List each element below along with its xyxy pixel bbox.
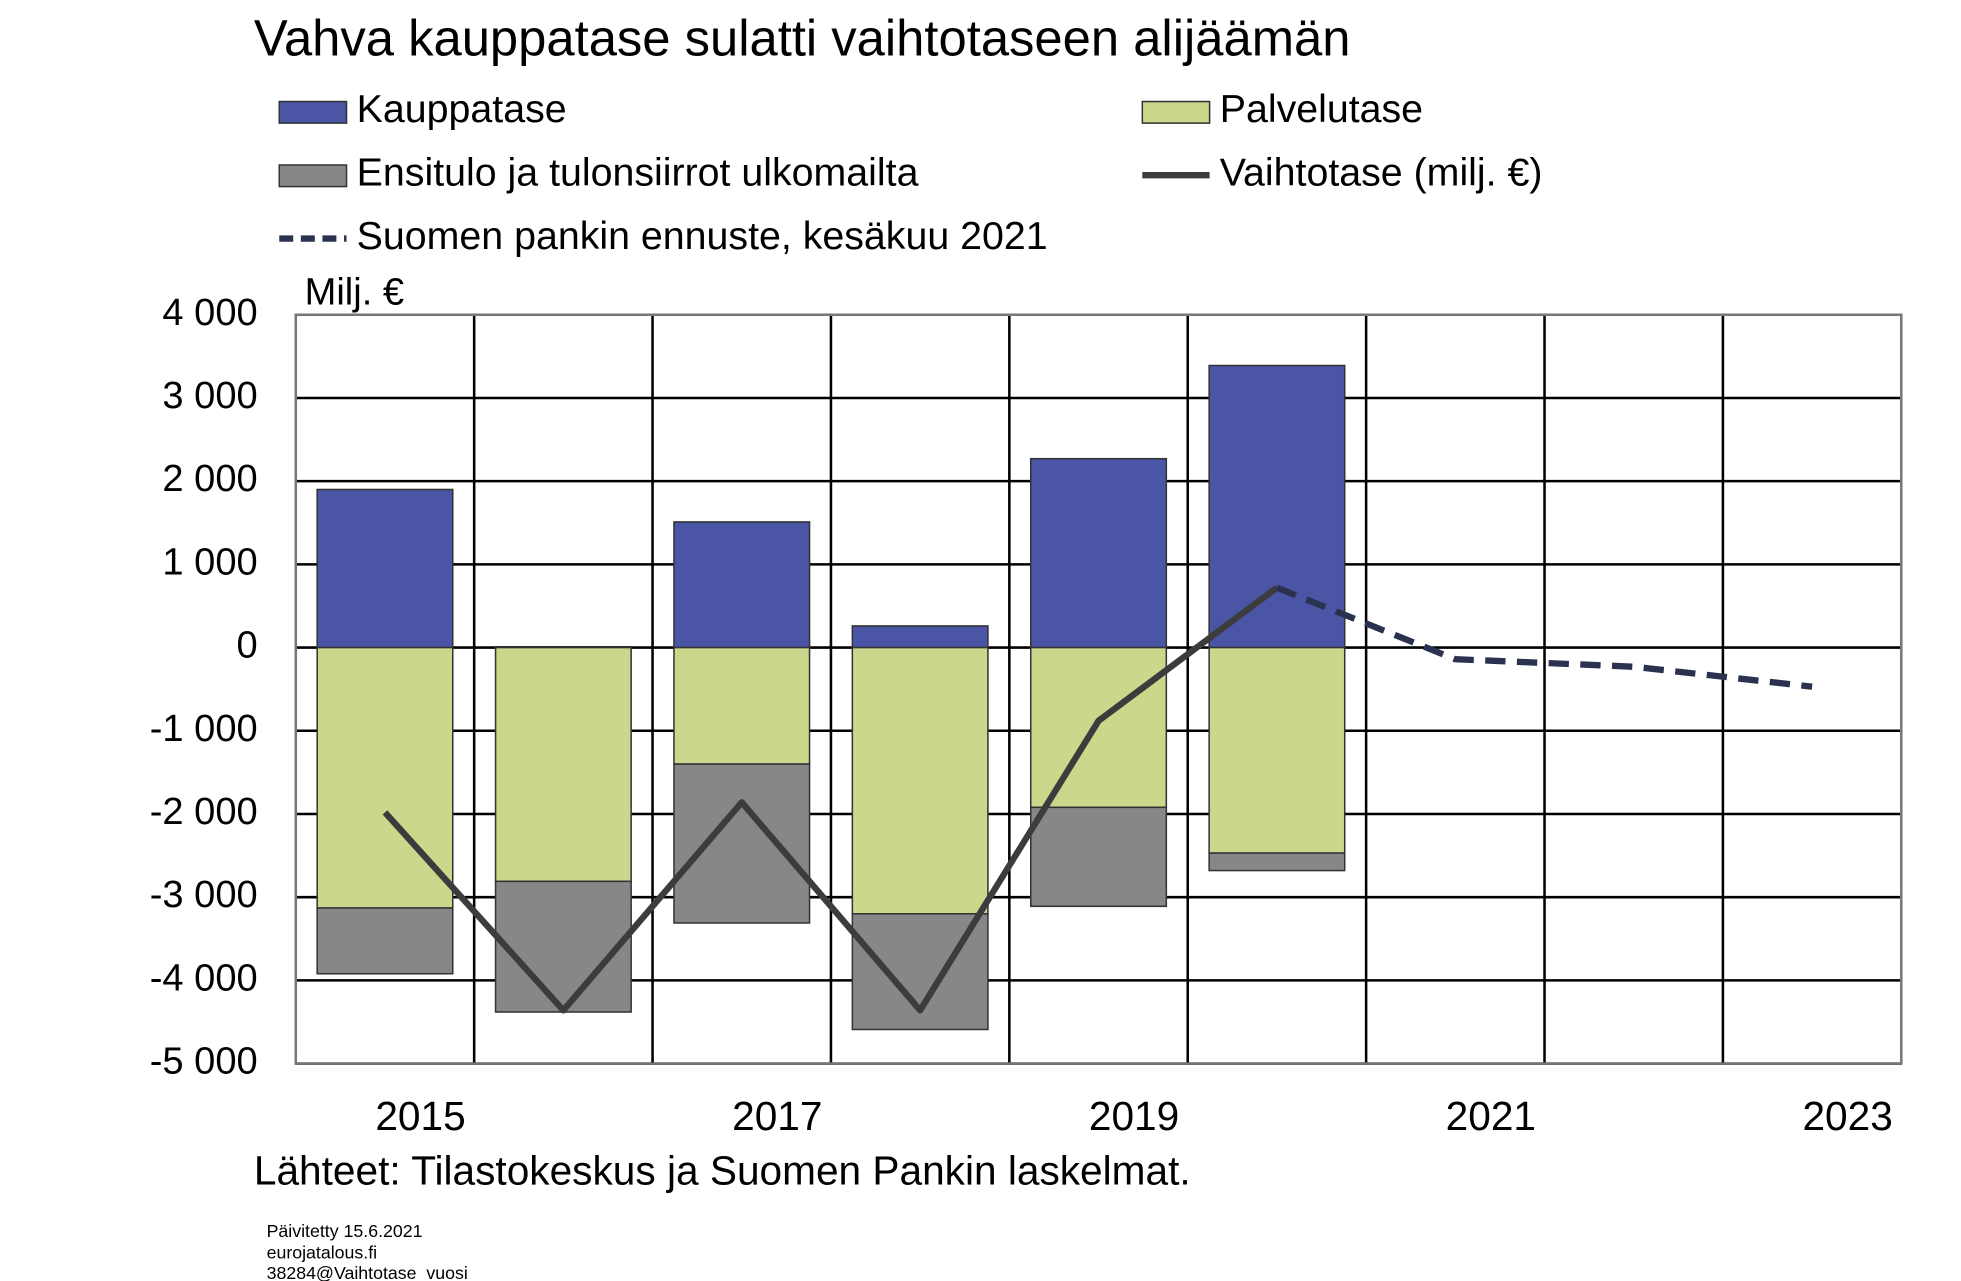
legend-label: Vaihtotase (milj. €) [1220,151,1543,195]
x-tick-label: 2015 [375,1093,465,1139]
y-tick-label: 4 000 [162,292,257,334]
y-tick-label: 3 000 [162,375,257,417]
y-tick-label: -2 000 [150,791,258,833]
legend-label: Suomen pankin ennuste, kesäkuu 2021 [357,214,1048,258]
line [382,585,1279,1014]
bar [1029,646,1168,809]
x-tick-label: 2019 [1089,1093,1179,1139]
bar [851,625,989,649]
legend-swatch [1141,100,1211,124]
bar [673,521,811,649]
legend-label: Ensitulo ja tulonsiirrot ulkomailta [357,151,919,195]
legend-swatch [278,100,348,124]
bar [316,488,454,649]
bar [1208,646,1346,854]
chart-title: Vahva kauppatase sulatti vaihtotaseen al… [254,9,1351,66]
y-tick-label: 1 000 [162,541,257,583]
bar [851,646,989,915]
bar [1029,457,1168,649]
bar [1208,364,1346,649]
legend-label: Kauppatase [357,87,567,131]
legend-swatch [278,164,348,188]
bar [316,907,454,975]
legend-label: Palvelutase [1220,87,1423,131]
note: 38284@Vaihtotase_vuosi [267,1263,468,1281]
y-tick-label: 2 000 [162,458,257,500]
note: Päivitetty 15.6.2021 [267,1221,423,1241]
y-tick-label: -1 000 [150,708,258,750]
bar [494,880,632,1013]
forecast-line [1275,584,1813,690]
bar [1208,852,1346,872]
y-tick-label: -5 000 [150,1041,258,1083]
x-tick-label: 2021 [1446,1093,1536,1139]
bar [1029,806,1168,908]
y-tick-label: 0 [237,625,258,667]
note: eurojatalous.fi [267,1243,378,1263]
source: Lähteet: Tilastokeskus ja Suomen Pankin … [254,1148,1191,1194]
bar [673,763,811,924]
y-axis-label: Milj. € [305,272,404,314]
x-tick-label: 2017 [732,1093,822,1139]
bar [673,646,811,765]
y-tick-label: -4 000 [150,957,258,999]
bar [494,646,632,883]
y-tick-label: -3 000 [150,874,258,916]
plot-border [294,313,1903,1065]
x-tick-label: 2023 [1802,1093,1892,1139]
